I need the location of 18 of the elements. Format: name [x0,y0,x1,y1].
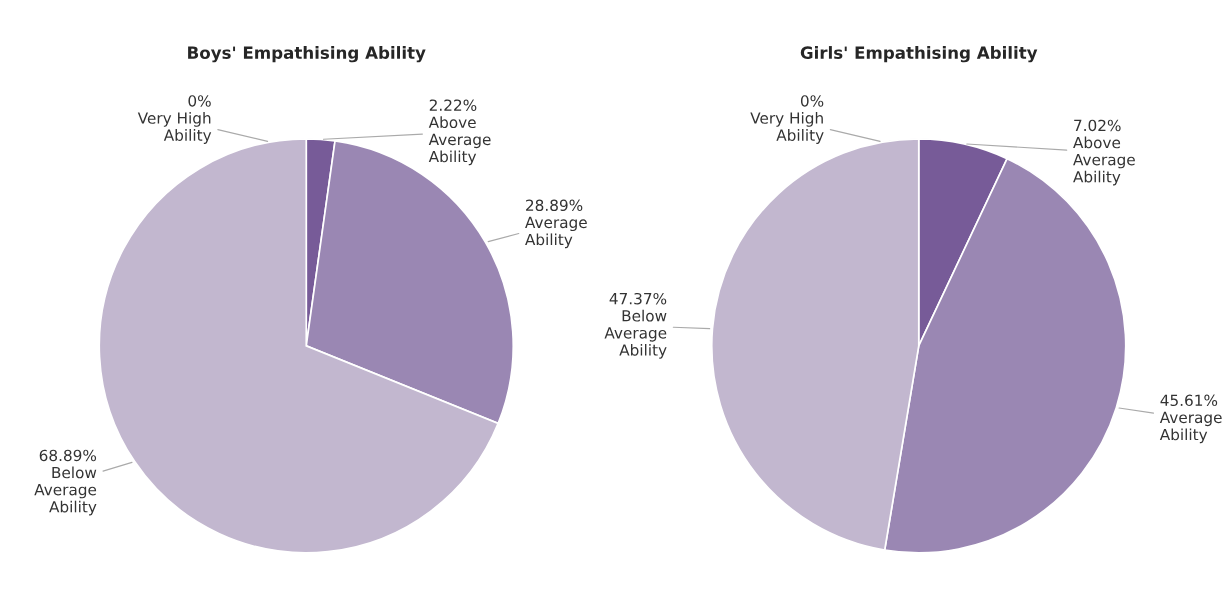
slice-label: Below Average Ability [34,466,97,516]
slice-label: Average Ability [1159,411,1222,444]
data-label: 68.89% [39,449,97,462]
data-label: 7.02% [1074,119,1121,132]
text: 0% [800,95,824,107]
legend-label: Very High Ability [137,111,212,144]
chart-title: Girls' Empathising Ability [800,46,1038,63]
data-label: 2.22% [429,99,477,111]
text: 0% [188,95,211,107]
data-label: 45.61% [1160,394,1218,407]
slice-label: Below Average Ability [604,309,667,359]
slice-label: Above Average Ability [428,116,491,166]
data-label: 47.37% [609,292,667,305]
slice-label: Average Ability [525,216,587,249]
data-label: 28.89% [526,199,583,212]
chart-title: Boys' Empathising Ability [188,46,426,63]
slice-label: Above Average Ability [1073,136,1135,186]
legend-label: Very High Ability [750,111,824,144]
